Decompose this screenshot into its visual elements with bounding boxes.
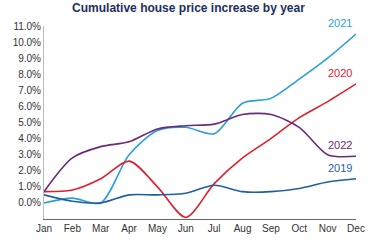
svg-text:Apr: Apr — [121, 223, 137, 234]
svg-text:Feb: Feb — [64, 223, 82, 234]
svg-text:Mar: Mar — [92, 223, 110, 234]
svg-text:2022: 2022 — [328, 139, 352, 151]
svg-text:Sep: Sep — [262, 223, 280, 234]
svg-text:Jul: Jul — [208, 223, 221, 234]
svg-text:3.0%: 3.0% — [18, 149, 41, 160]
svg-text:5.0%: 5.0% — [18, 117, 41, 128]
svg-text:2019: 2019 — [328, 162, 352, 174]
svg-text:Nov: Nov — [319, 223, 337, 234]
svg-text:Oct: Oct — [291, 223, 307, 234]
svg-text:10.0%: 10.0% — [13, 37, 41, 48]
svg-text:May: May — [148, 223, 167, 234]
svg-text:6.0%: 6.0% — [18, 101, 41, 112]
svg-text:11.0%: 11.0% — [13, 21, 41, 32]
svg-text:Jan: Jan — [36, 223, 52, 234]
svg-text:4.0%: 4.0% — [18, 133, 41, 144]
svg-text:1.0%: 1.0% — [18, 181, 41, 192]
svg-text:2020: 2020 — [328, 67, 352, 79]
svg-text:Dec: Dec — [347, 223, 365, 234]
svg-text:9.0%: 9.0% — [18, 53, 41, 64]
svg-text:7.0%: 7.0% — [18, 85, 41, 96]
svg-text:Cumulative house price increas: Cumulative house price increase by year — [72, 1, 305, 15]
svg-text:8.0%: 8.0% — [18, 69, 41, 80]
svg-text:Jun: Jun — [178, 223, 194, 234]
svg-text:0.0%: 0.0% — [18, 197, 41, 208]
svg-text:Aug: Aug — [234, 223, 252, 234]
svg-text:2021: 2021 — [328, 17, 352, 29]
svg-text:2.0%: 2.0% — [18, 165, 41, 176]
